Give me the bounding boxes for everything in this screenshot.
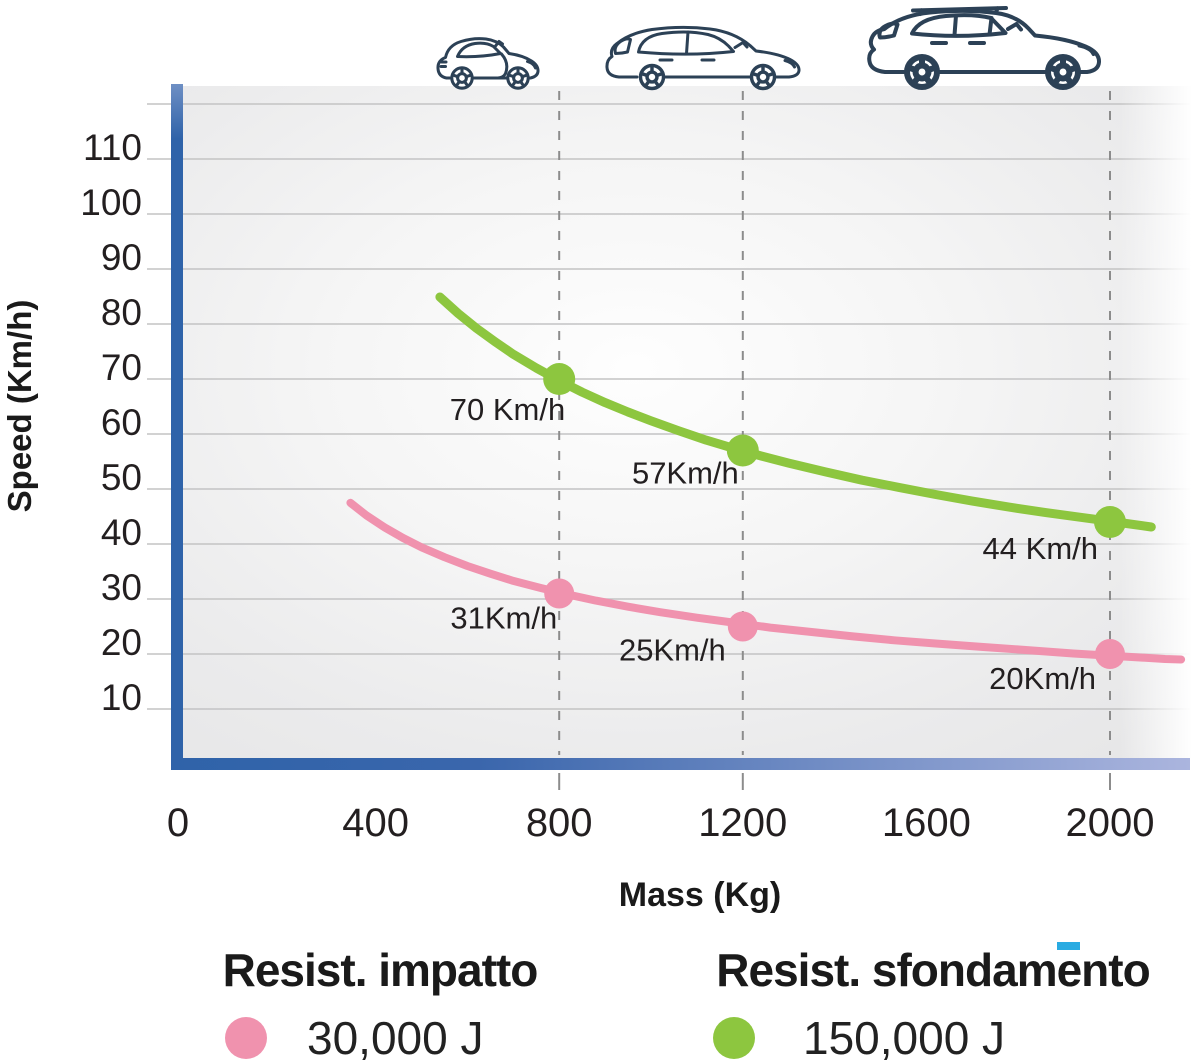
hatchback-icon xyxy=(605,25,801,91)
cyan-dash-accent xyxy=(1057,942,1080,950)
data-point-marker xyxy=(1094,506,1126,538)
car-icons xyxy=(436,6,1101,91)
y-tick-label: 50 xyxy=(101,457,142,498)
x-tick-label: 800 xyxy=(526,801,593,845)
data-point-label: 25Km/h xyxy=(619,633,726,668)
x-tick-label: 400 xyxy=(342,801,409,845)
legend-value-impatto: 30,000 J xyxy=(307,1011,484,1063)
y-axis-line xyxy=(171,84,183,770)
y-tick-label: 100 xyxy=(80,182,142,223)
legend-title-sfondamento: Resist. sfondamento xyxy=(716,944,1150,996)
data-point-marker xyxy=(544,578,575,609)
y-tick-label: 60 xyxy=(101,402,142,443)
y-tick-label: 90 xyxy=(101,237,142,278)
legend-title-impatto: Resist. impatto xyxy=(222,944,539,996)
x-tick-label: 2000 xyxy=(1066,801,1155,845)
data-point-label: 44 Km/h xyxy=(983,531,1098,566)
x-axis-title: Mass (Kg) xyxy=(618,876,782,914)
y-tick-label: 70 xyxy=(101,347,142,388)
gridlines-layer xyxy=(147,103,1190,710)
y-tick-label: 30 xyxy=(101,567,142,608)
legend-item-impatto: Resist. impatto 30,000 J xyxy=(190,944,570,1063)
data-point-marker xyxy=(726,434,759,467)
series-curve xyxy=(435,292,1156,532)
y-tick-label: 20 xyxy=(101,622,142,663)
y-tick-label: 80 xyxy=(101,292,142,333)
dashed-guides-layer xyxy=(558,91,1111,790)
green-dot-icon xyxy=(713,1016,755,1059)
legend-value-sfondamento: 150,000 J xyxy=(803,1011,1006,1063)
x-tick-label: 1200 xyxy=(698,801,787,845)
data-point-marker xyxy=(543,363,576,395)
data-point-marker xyxy=(727,611,758,642)
y-tick-label: 40 xyxy=(101,512,142,553)
pink-dot-icon xyxy=(225,1016,267,1059)
data-point-label: 70 Km/h xyxy=(450,392,565,427)
x-axis-line xyxy=(171,758,1190,770)
y-tick-label: 10 xyxy=(101,677,142,718)
suv-icon xyxy=(867,6,1101,87)
small-city-car-icon xyxy=(436,37,540,90)
series-layer: 31Km/h 25Km/h 20Km/h 70 Km/h 57Km/h 44 Km/h xyxy=(346,292,1186,696)
series-curve xyxy=(346,498,1186,664)
tick-labels-layer: 10 20 30 40 50 60 70 80 90 100 110 0 400 800 1200 1600 2… xyxy=(80,127,1154,845)
data-point-label: 20Km/h xyxy=(989,661,1096,696)
data-point-label: 31Km/h xyxy=(450,601,557,636)
y-axis-title: Speed (Km/h) xyxy=(1,299,38,513)
legend-item-sfondamento: Resist. sfondamento 150,000 J xyxy=(690,944,1176,1063)
plot-right-fade xyxy=(1120,86,1192,758)
x-tick-label: 0 xyxy=(167,801,189,845)
y-tick-label: 110 xyxy=(83,127,142,168)
data-point-label: 57Km/h xyxy=(632,456,739,491)
data-point-marker xyxy=(1095,639,1125,669)
x-tick-label: 1600 xyxy=(882,801,971,845)
